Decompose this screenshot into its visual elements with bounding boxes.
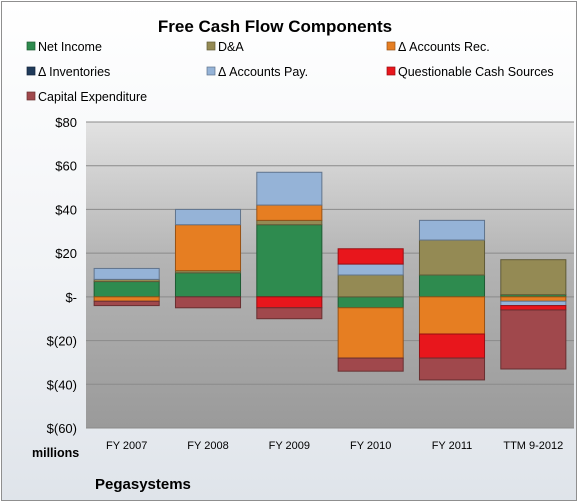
bar-segment [418,333,486,359]
y-tick-label: $60 [55,159,77,174]
bar-segment [500,305,567,311]
bar-segment [500,259,567,296]
x-tick-label: FY 2008 [187,440,228,452]
y-tick-label: $40 [55,202,77,217]
y-axis: $80 $60 $40 $20 $- $(20) $(40) $(60) [47,115,77,436]
bar-segment [500,309,567,370]
bar-segment [337,263,404,276]
company-label: Pegasystems [95,476,191,493]
bar-segment [418,296,486,335]
legend-label: Δ Accounts Pay. [218,65,308,79]
legend-label: D&A [218,40,244,54]
bar-segment [337,296,404,309]
y-tick-label: $(40) [47,377,77,392]
plot-area [86,122,574,428]
bar-segment [256,171,323,206]
unit-label: millions [32,446,79,460]
bar-segment [174,272,242,298]
bar-segment [93,281,160,298]
x-axis: FY 2007 FY 2008 FY 2009 FY 2010 FY 2011 TTM 9… [106,440,563,452]
bar-segment [93,300,160,307]
bar-segment [500,300,567,307]
legend-label: Net Income [38,40,102,54]
bar-segment [256,307,323,320]
legend-swatch [386,66,396,76]
y-tick-label: $20 [55,246,77,261]
bar-segment [418,357,486,381]
bar-segment [93,296,160,302]
bar-segment [418,239,486,276]
bar-segment [337,307,404,359]
y-tick-label: $(60) [47,421,77,436]
bar-segment [174,296,242,309]
bar-segment [337,274,404,298]
bar-segment [337,248,404,265]
x-tick-label: FY 2009 [269,440,310,452]
legend-swatch [26,91,36,101]
bar-segment [174,208,242,226]
bar-segment [418,219,486,241]
x-tick-label: FY 2010 [350,440,391,452]
bar-segment [256,219,323,226]
x-tick-label: FY 2011 [432,440,473,452]
bar-segment [174,224,242,272]
bar-segment [418,274,486,298]
legend-label: Δ Inventories [38,65,110,79]
y-tick-label: $80 [55,115,77,130]
bars [93,171,567,381]
bar-segment [256,224,323,298]
bar-segment [337,357,404,372]
legend-label: Δ Accounts Rec. [398,40,490,54]
bar-segment [256,204,323,221]
legend-label: Questionable Cash Sources [398,65,554,79]
bar-segment [256,296,323,309]
legend-swatch [206,41,216,51]
bar-segment [93,267,160,280]
legend-label: Capital Expenditure [38,90,147,104]
legend-swatch [26,66,36,76]
y-tick-label: $- [65,290,77,305]
gridlines [86,121,574,429]
x-tick-label: TTM 9-2012 [503,440,563,452]
chart-title: Free Cash Flow Components [158,17,392,36]
legend-swatch [206,66,216,76]
legend-swatch [386,41,396,51]
y-tick-label: $(20) [47,334,77,349]
legend-swatch [26,41,36,51]
bar-segment [500,296,567,302]
x-tick-label: FY 2007 [106,440,147,452]
legend: Net Income D&A Δ Accounts Rec. Δ Inventorie… [26,40,554,104]
